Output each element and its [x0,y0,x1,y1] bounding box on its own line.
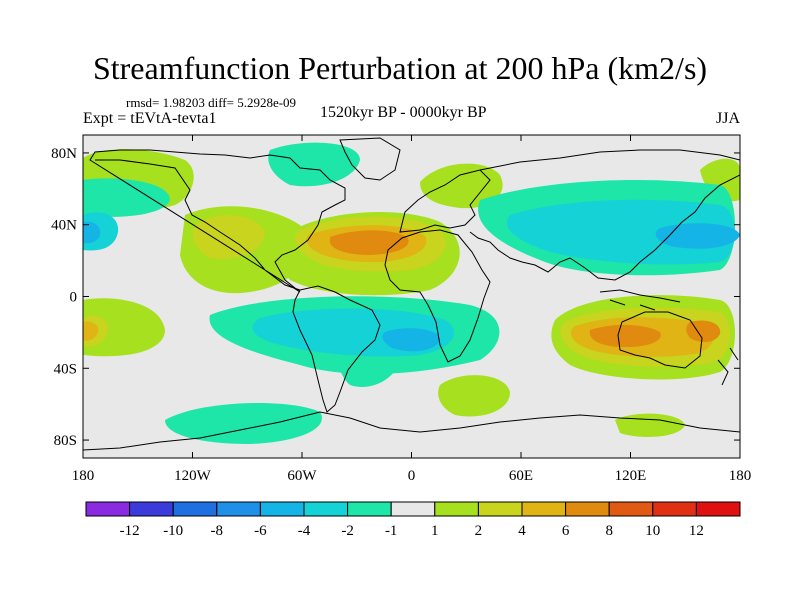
pos-contour-australia-core [589,324,661,348]
coast-indonesia [599,289,681,311]
experiment-label: Expt = tEVtA-tevta1 [83,110,217,127]
coast-new-zealand [717,347,739,386]
colorbar-label: 1 [431,523,439,539]
y-tick-label: 80S [54,433,77,449]
colorbar-swatch [608,501,654,517]
y-tick-label: 40S [54,361,77,377]
colorbar-label: 2 [475,523,483,539]
colorbar-swatch [216,501,261,517]
axis-labels: 180 120W 60W 0 60E 120E 180 80N 40N 0 40S 80S [51,146,751,484]
colorbar-label: -2 [341,523,354,539]
coastlines [83,137,740,451]
coast-greenland [339,137,401,181]
colorbar-swatch [390,501,436,517]
colorbar-swatch [565,501,610,517]
pos-contour-pacific-core [686,320,721,343]
colorbar-label: 10 [645,523,660,539]
colorbar-swatch [259,501,305,517]
x-tick-label: 60E [509,468,533,484]
colorbar-swatch [172,501,218,517]
coast-north-america [89,149,346,293]
neg-contour-north-pacific [83,178,170,217]
colorbar-label: -10 [163,523,183,539]
colorbar: -12 -10 -8 -6 -4 -2 -1 1 2 4 6 8 10 12 [85,501,741,539]
neg-contour-central-asia [506,199,735,265]
chart-title: Streamfunction Perturbation at 200 hPa (… [92,50,708,86]
pos-contour-pacific-orange [83,321,99,341]
x-tick-label: 120W [174,468,212,484]
colorbar-label: -1 [385,523,398,539]
anomaly-field [83,142,740,444]
coast-antarctica [83,411,740,451]
pos-contour-southern-pacific-east [615,413,685,437]
colorbar-label: -6 [254,523,267,539]
pos-contour-southern-indian [438,375,510,417]
y-tick-label: 80N [51,146,77,162]
colorbar-label: 12 [689,523,704,539]
x-tick-label: 180 [72,468,95,484]
neg-contour-atlantic-core [382,328,440,352]
neg-contour-arctic [268,142,360,187]
colorbar-label: 4 [518,523,526,539]
x-tick-label: 180 [729,468,752,484]
colorbar-swatch [477,501,523,517]
neg-contour-southern-ocean [165,402,322,444]
x-tick-label: 0 [408,468,416,484]
y-tick-label: 0 [70,290,78,306]
axis-ticks [82,135,741,458]
pos-contour-south-pacific [83,298,165,357]
x-tick-label: 120E [615,468,647,484]
colorbar-swatch [521,501,567,517]
colorbar-swatch [85,501,131,517]
x-tick-label: 60W [287,468,317,484]
period-label: 1520kyr BP - 0000kyr BP [320,104,487,121]
colorbar-label: -4 [298,523,311,539]
coast-south-america [292,285,381,413]
coast-asia [469,149,740,281]
season-label: JJA [716,110,741,127]
neg-contour-asia-core [655,223,740,249]
colorbar-label: -8 [211,523,224,539]
colorbar-swatch [129,501,174,517]
colorbar-swatch [695,501,741,517]
coast-europe [399,169,491,233]
colorbar-label: 8 [605,523,613,539]
colorbar-swatch [303,501,349,517]
coast-australia [617,311,703,369]
colorbar-label: -12 [120,523,140,539]
coast-africa [384,229,491,363]
colorbar-label: 6 [562,523,570,539]
y-tick-label: 40N [51,218,77,234]
plot-area [83,135,740,458]
colorbar-swatch [652,501,697,517]
neg-contour-pacific-west [83,221,101,244]
pos-contour-eastern-europe [420,163,503,209]
colorbar-swatch [347,501,392,517]
rmsd-label: rmsd= 1.98203 diff= 5.2928e-09 [126,95,297,110]
colorbar-swatch [434,501,479,517]
